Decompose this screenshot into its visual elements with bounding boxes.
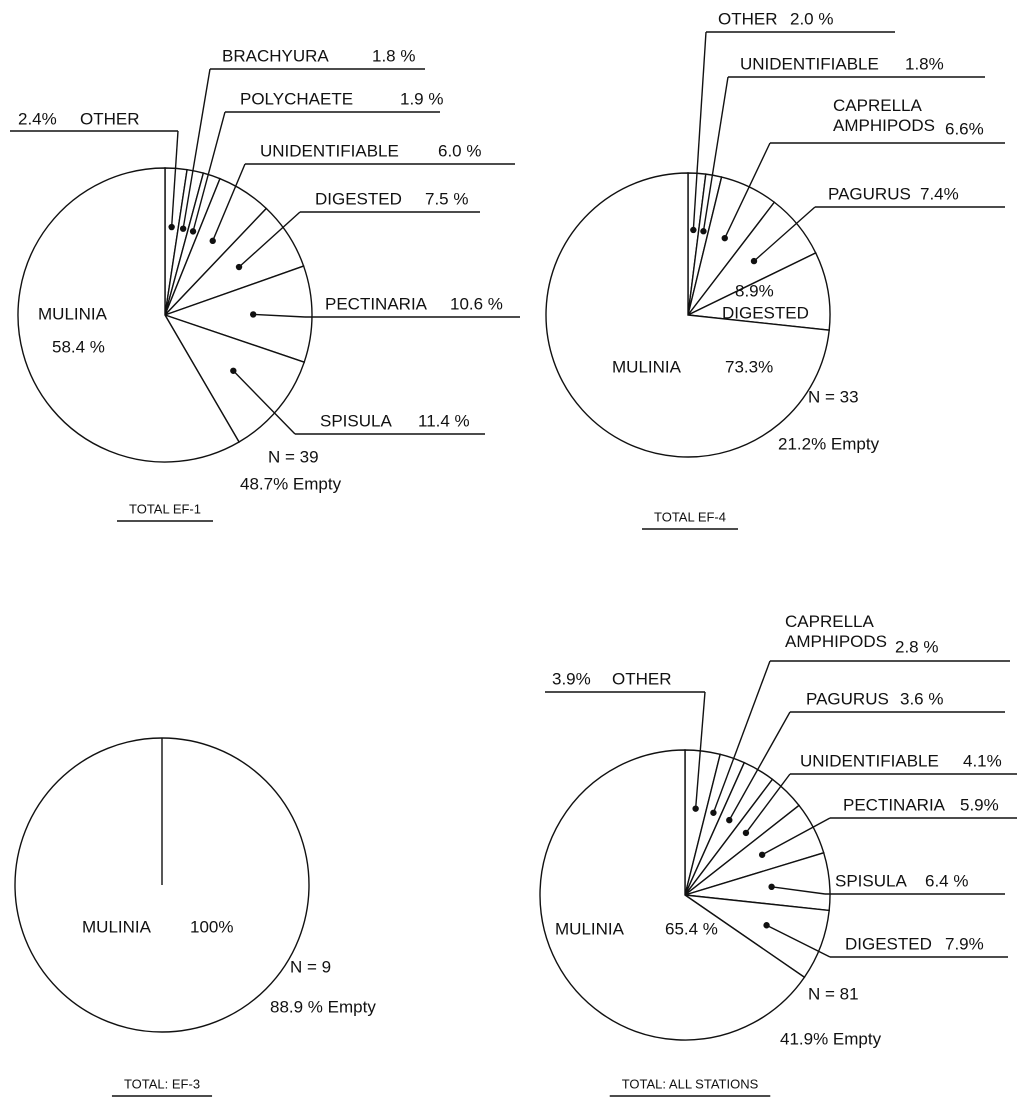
annotation: N = 33 (808, 387, 859, 406)
leader-line (170, 130, 179, 228)
slice-value-label: 7.5 % (425, 189, 468, 208)
leader-line (745, 773, 791, 834)
slice-label: PECTINARIA (843, 795, 946, 814)
leader-line (728, 711, 791, 821)
slice-label: PAGURUS (806, 689, 889, 708)
slice-label: SPISULA (320, 411, 392, 430)
slice-label: POLYCHAETE (240, 89, 353, 108)
slice-value-label: 8.9% (735, 281, 774, 300)
leader-line (253, 313, 306, 318)
annotation: N = 9 (290, 957, 331, 976)
slice-label: UNIDENTIFIABLE (740, 54, 879, 73)
pie-slice (17, 167, 240, 463)
slice-value-label: 7.9% (945, 934, 984, 953)
slice-value-label: 7.4% (920, 184, 959, 203)
leader-line (766, 924, 831, 958)
slice-label: CAPRELLA AMPHIPODS (785, 612, 888, 651)
slice-label: MULINIA (612, 357, 682, 376)
leader-line (753, 206, 816, 262)
slice-value-label: 58.4 % (52, 337, 105, 356)
slice-value-label: 6.4 % (925, 871, 968, 890)
slice-label: UNIDENTIFIABLE (260, 141, 399, 160)
slice-label: OTHER (612, 669, 672, 688)
slice-value-label: 100% (190, 917, 233, 936)
chart-title: TOTAL EF-1 (129, 501, 201, 516)
slice-value-label: 6.0 % (438, 141, 481, 160)
slice-value-label: 73.3% (725, 357, 773, 376)
slice-label: PECTINARIA (325, 294, 428, 313)
leader-line (771, 886, 826, 895)
slice-value-label: 3.6 % (900, 689, 943, 708)
annotation: 48.7% Empty (240, 474, 342, 493)
slice-value-label: 2.4% (18, 109, 57, 128)
slice-label: MULINIA (82, 917, 152, 936)
slice-value-label: 65.4 % (665, 919, 718, 938)
leader-line (212, 163, 246, 242)
chart-title: TOTAL: EF-3 (124, 1076, 200, 1091)
slice-value-label: 4.1% (963, 751, 1002, 770)
slice-value-label: 5.9% (960, 795, 999, 814)
leader-line (702, 76, 729, 232)
slice-label: MULINIA (38, 304, 108, 323)
slice-label: PAGURUS (828, 184, 911, 203)
slice-label: SPISULA (835, 871, 907, 890)
slice-label-box: CAPRELLA AMPHIPODS (833, 96, 936, 135)
slice-value-label: 2.0 % (790, 9, 833, 28)
leader-line (712, 660, 771, 814)
slice-value-label: 6.6% (945, 119, 984, 138)
pie-slice (162, 265, 313, 364)
slice-label: DIGESTED (722, 303, 809, 322)
slice-label: UNIDENTIFIABLE (800, 751, 939, 770)
leader-line (761, 817, 831, 856)
leader-line (694, 691, 706, 809)
leader-line (238, 211, 301, 268)
slice-value-label: 1.8 % (372, 46, 415, 65)
slice-label: BRACHYURA (222, 46, 329, 65)
slice-value-label: 3.9% (552, 669, 591, 688)
slice-label: MULINIA (555, 919, 625, 938)
chart-title: TOTAL EF-4 (654, 509, 726, 524)
annotation: N = 39 (268, 447, 319, 466)
annotation: 21.2% Empty (778, 434, 880, 453)
leader-line (232, 370, 296, 435)
slice-label: DIGESTED (845, 934, 932, 953)
slice-label: OTHER (718, 9, 778, 28)
annotation: N = 81 (808, 984, 859, 1003)
leader-line (192, 111, 226, 232)
leader-line (724, 142, 771, 239)
slice-label-box: CAPRELLA AMPHIPODS (785, 612, 888, 651)
chart-title: TOTAL: ALL STATIONS (622, 1076, 759, 1091)
pie-slice (163, 313, 306, 443)
slice-label: CAPRELLA AMPHIPODS (833, 96, 936, 135)
leader-line (692, 31, 707, 231)
slice-value-label: 11.4 % (418, 411, 470, 430)
slice-value-label: 10.6 % (450, 294, 503, 313)
slice-label: OTHER (80, 109, 140, 128)
slice-value-label: 1.8% (905, 54, 944, 73)
annotation: 88.9 % Empty (270, 997, 376, 1016)
slice-value-label: 1.9 % (400, 89, 443, 108)
annotation: 41.9% Empty (780, 1029, 882, 1048)
slice-value-label: 2.8 % (895, 637, 938, 656)
pie-slice (545, 172, 830, 458)
slice-label: DIGESTED (315, 189, 402, 208)
pie-slice (539, 749, 806, 1041)
leader-line (182, 68, 211, 229)
